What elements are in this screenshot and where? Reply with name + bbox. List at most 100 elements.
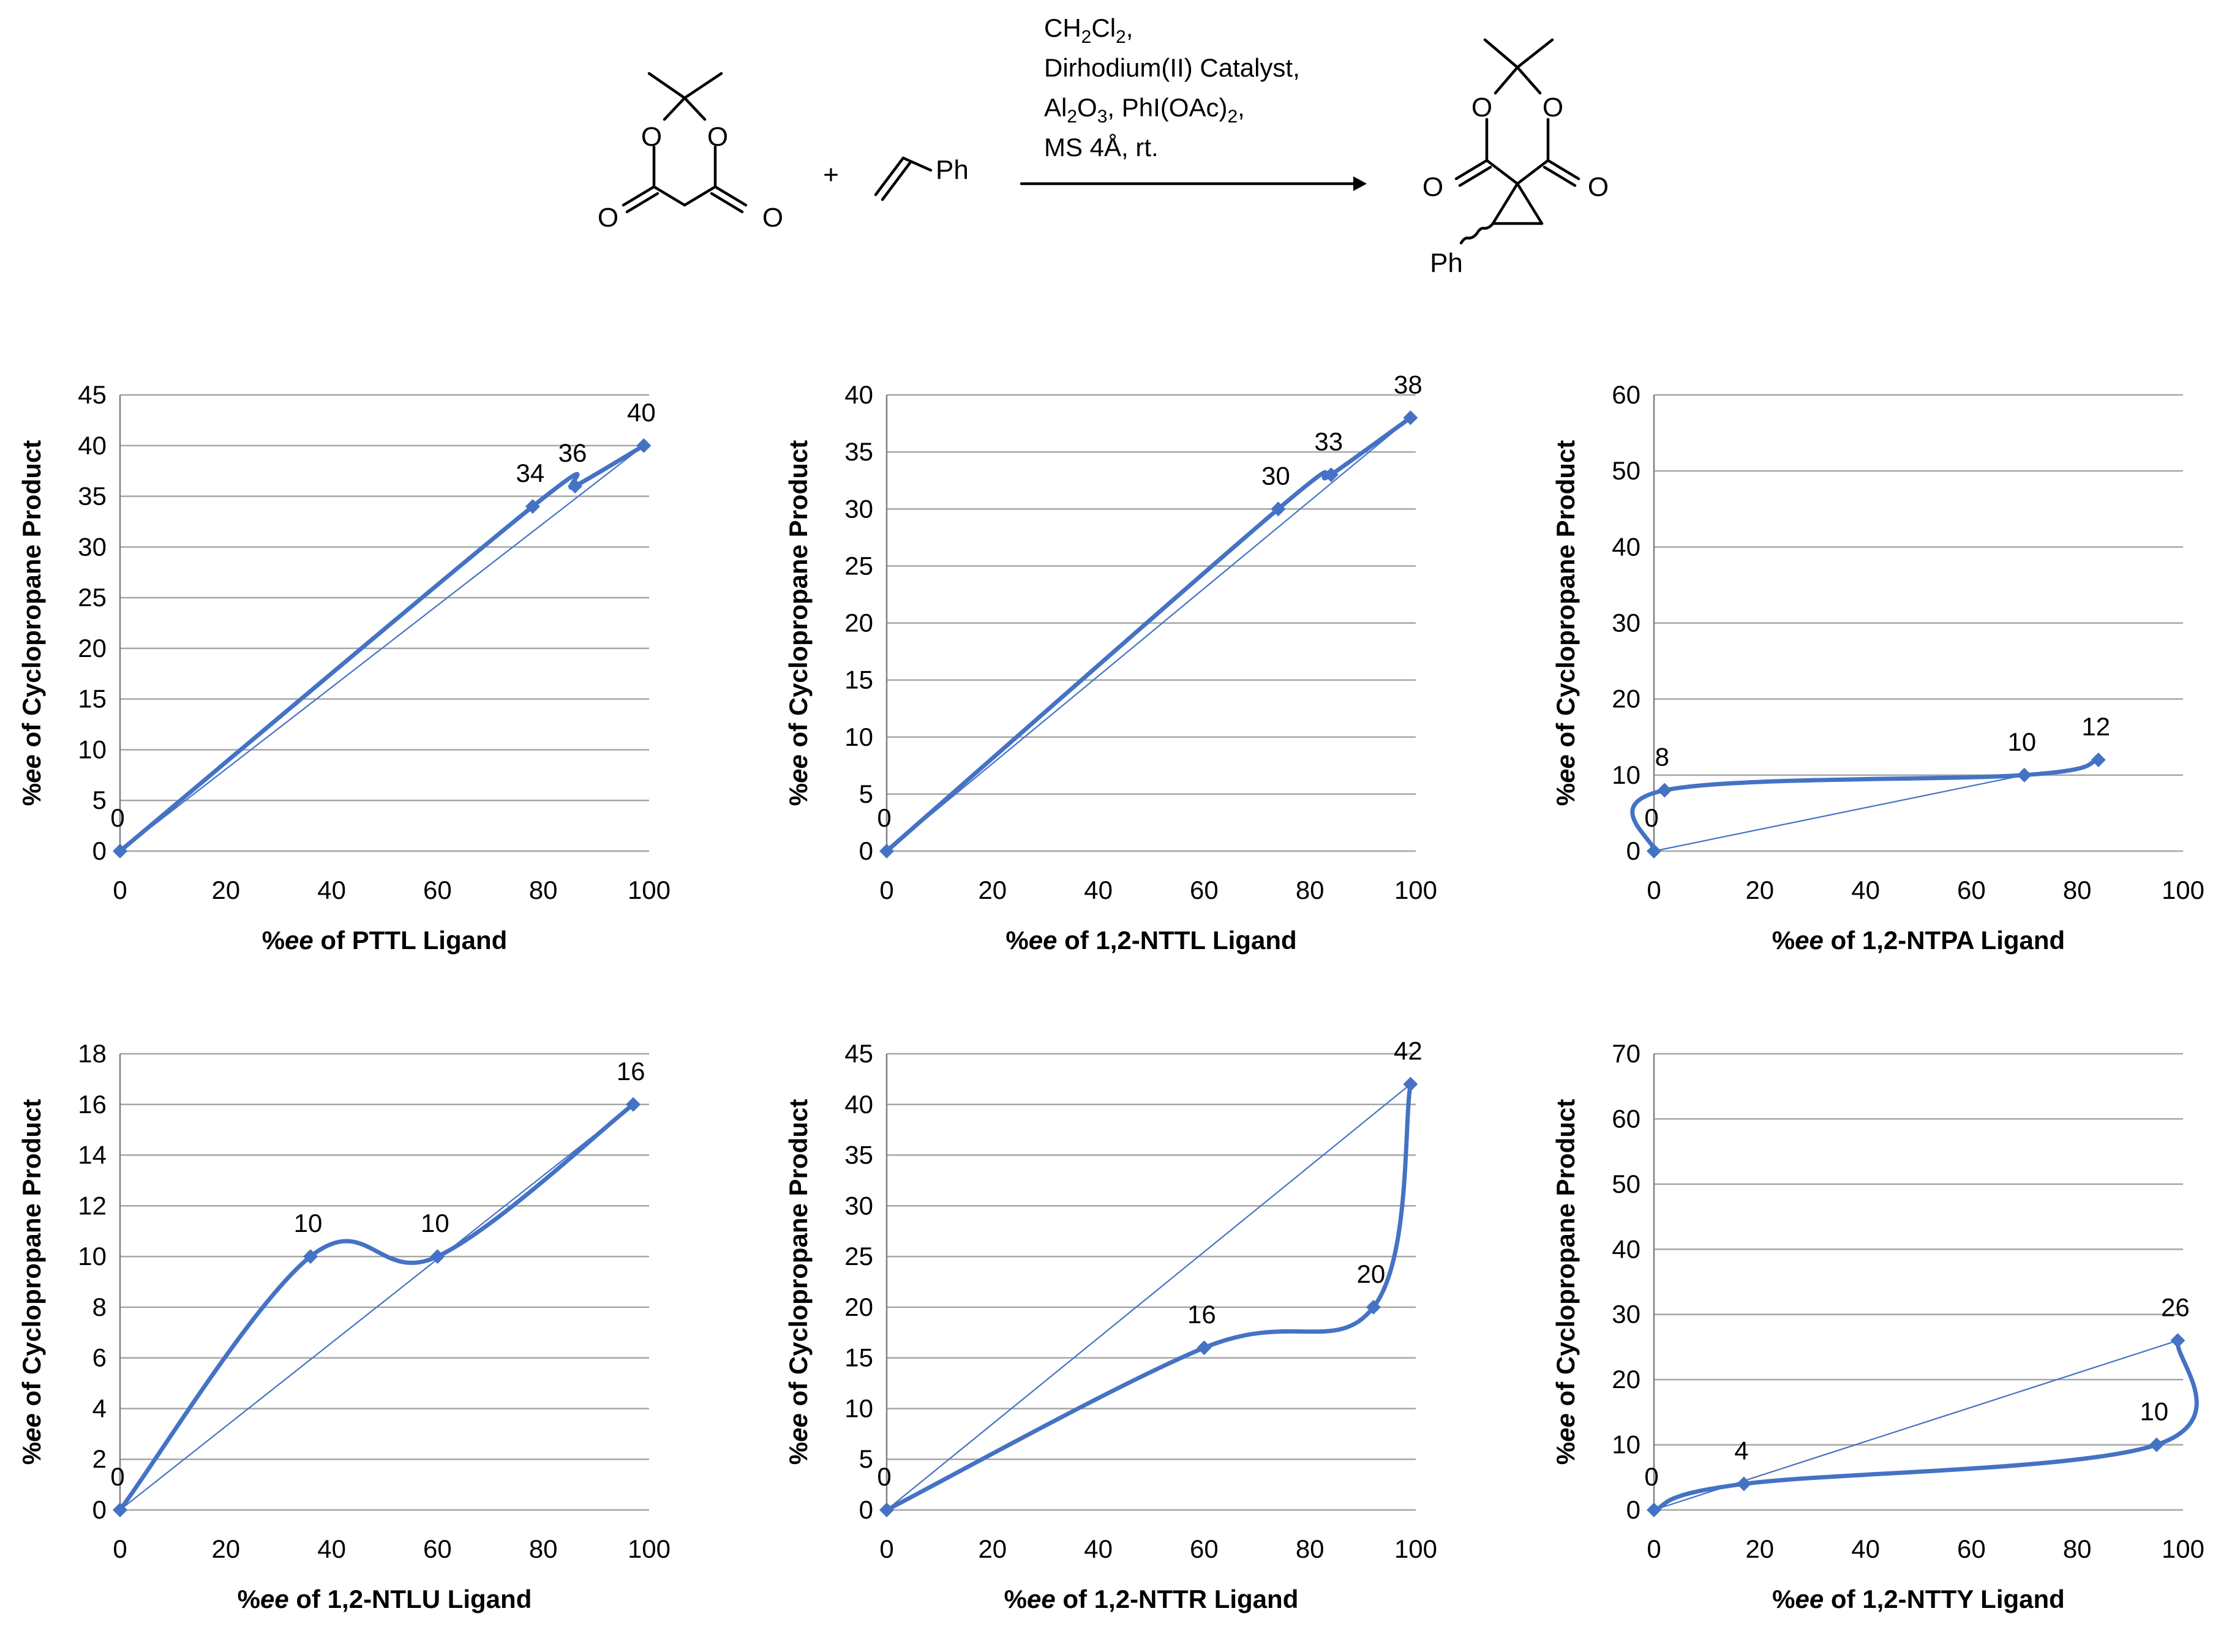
x-tick-label: 60 [423, 1534, 452, 1563]
data-label: 16 [617, 1057, 645, 1086]
x-tick-label: 0 [879, 1534, 893, 1563]
y-tick-label: 35 [844, 437, 873, 466]
data-point [1323, 467, 1339, 482]
data-point [879, 1503, 894, 1517]
data-point [1403, 410, 1418, 426]
y-tick-label: 15 [78, 685, 107, 713]
data-point [1197, 1340, 1212, 1356]
x-tick-label: 20 [211, 1534, 240, 1563]
y-tick-label: 4 [92, 1394, 107, 1422]
carbonyl-oxygen-label: O [762, 203, 783, 233]
x-tick-label: 0 [113, 1534, 127, 1563]
x-tick-label: 80 [529, 876, 558, 904]
y-axis-label: %ee of Cyclopropane Product [1551, 440, 1580, 806]
y-tick-label: 20 [1612, 1365, 1640, 1394]
data-point [2016, 767, 2032, 783]
x-tick-label: 40 [1851, 876, 1880, 904]
carbonyl-oxygen-label: O [598, 203, 618, 233]
y-tick-label: 40 [844, 1090, 873, 1119]
series-line [1652, 1338, 2199, 1512]
chart-ntty: 0 10 20 30 40 50 60 70 0 20 40 60 80 100 %ee of 1,2-NT… [1534, 1026, 2221, 1639]
ring-oxygen-label: O [707, 122, 728, 152]
x-tick-label: 100 [1394, 1534, 1437, 1563]
x-tick-label: 80 [529, 1534, 558, 1563]
y-tick-label: 10 [844, 723, 873, 751]
x-tick-label: 0 [113, 876, 127, 904]
y-tick-label: 18 [78, 1039, 107, 1068]
chart-nttr: 0 5 10 15 20 25 30 35 40 45 0 20 40 60 80 100 %ee of 1,2… [767, 1026, 1477, 1639]
y-tick-label: 40 [1612, 532, 1640, 561]
y-axis-label: %ee of Cyclopropane Product [1551, 1099, 1580, 1465]
y-tick-label: 20 [844, 1293, 873, 1321]
condition-sieves: MS 4Å, rt. [1044, 133, 1159, 162]
data-label: 20 [1357, 1260, 1386, 1288]
condition-oxidant: Al2O3, PhI(OAc)2, [1044, 93, 1245, 127]
y-tick-label: 0 [92, 1495, 107, 1524]
alkene-phenyl-label: Ph [936, 155, 969, 185]
series-line [1630, 757, 2101, 854]
y-tick-label: 35 [844, 1141, 873, 1170]
data-point [1647, 1503, 1661, 1517]
data-label: 0 [1644, 1462, 1658, 1491]
y-tick-label: 40 [1612, 1234, 1640, 1263]
y-tick-label: 5 [859, 779, 873, 808]
data-label: 10 [421, 1209, 449, 1237]
y-tick-label: 60 [1612, 1104, 1640, 1133]
y-tick-label: 50 [1612, 456, 1640, 485]
x-tick-label: 40 [1084, 1534, 1113, 1563]
data-point [113, 844, 127, 858]
data-point [1271, 501, 1286, 517]
data-label: 36 [558, 438, 587, 467]
y-tick-label: 2 [92, 1444, 107, 1473]
chart-ntlu: 0 2 4 6 8 10 12 14 16 18 0 20 40 60 80 100 %ee of 1,2-NT… [0, 1026, 710, 1639]
y-tick-label: 30 [844, 1191, 873, 1220]
x-tick-label: 60 [1957, 1534, 1986, 1563]
data-point [1403, 1076, 1418, 1092]
series-line [884, 415, 1413, 854]
y-tick-label: 30 [1612, 1300, 1640, 1329]
data-point [525, 499, 540, 514]
x-tick-label: 100 [2162, 876, 2204, 904]
y-tick-label: 8 [92, 1293, 107, 1321]
x-tick-label: 0 [1647, 1534, 1661, 1563]
y-tick-label: 20 [844, 609, 873, 637]
x-axis-label: %ee of 1,2-NTTY Ligand [1772, 1585, 2065, 1613]
reference-line [119, 445, 645, 852]
x-tick-label: 100 [2162, 1534, 2204, 1563]
y-tick-label: 12 [78, 1191, 107, 1220]
data-point [879, 844, 894, 858]
y-axis-label: %ee of Cyclopropane Product [17, 440, 46, 806]
data-point [303, 1249, 318, 1264]
data-point [2170, 1333, 2185, 1348]
data-label: 30 [1261, 461, 1290, 490]
condition-catalyst: Dirhodium(II) Catalyst, [1044, 53, 1300, 82]
y-tick-label: 30 [78, 532, 107, 561]
x-tick-label: 20 [1745, 876, 1774, 904]
y-tick-label: 10 [78, 1242, 107, 1271]
y-tick-label: 5 [92, 786, 107, 814]
ring-oxygen-label: O [1543, 92, 1563, 122]
y-tick-label: 40 [844, 380, 873, 409]
series-line [884, 1082, 1413, 1512]
y-tick-label: 60 [1612, 380, 1640, 409]
x-tick-label: 80 [2063, 1534, 2092, 1563]
y-tick-label: 50 [1612, 1170, 1640, 1198]
data-point [626, 1097, 641, 1112]
x-tick-label: 20 [1745, 1534, 1774, 1563]
x-tick-label: 0 [879, 876, 893, 904]
data-point [430, 1249, 445, 1264]
data-label: 10 [2007, 727, 2036, 756]
data-label: 16 [1187, 1300, 1216, 1329]
y-axis-label: %ee of Cyclopropane Product [17, 1099, 46, 1465]
data-point [2149, 1437, 2164, 1452]
y-tick-label: 6 [92, 1343, 107, 1372]
data-label: 0 [877, 1462, 891, 1491]
y-tick-label: 45 [844, 1039, 873, 1068]
x-tick-label: 80 [2063, 876, 2092, 904]
carbonyl-oxygen-label: O [1422, 172, 1443, 202]
data-point [2091, 753, 2106, 767]
